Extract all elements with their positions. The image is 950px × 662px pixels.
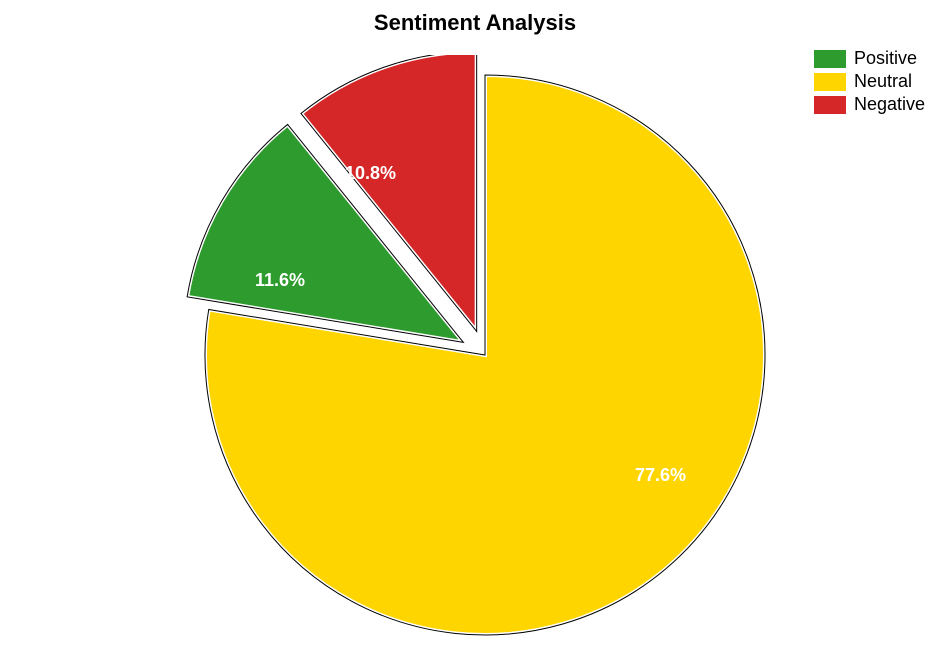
chart-container: Sentiment Analysis PositiveNeutralNegati… [0, 0, 950, 662]
legend: PositiveNeutralNegative [814, 48, 925, 117]
slice-label-positive: 11.6% [255, 270, 305, 291]
legend-swatch-positive [814, 50, 846, 68]
legend-item-positive: Positive [814, 48, 925, 69]
legend-label-neutral: Neutral [854, 71, 912, 92]
legend-item-neutral: Neutral [814, 71, 925, 92]
legend-item-negative: Negative [814, 94, 925, 115]
slice-label-neutral: 77.6% [635, 465, 686, 486]
legend-label-positive: Positive [854, 48, 917, 69]
chart-title: Sentiment Analysis [0, 10, 950, 36]
legend-swatch-neutral [814, 73, 846, 91]
legend-label-negative: Negative [854, 94, 925, 115]
legend-swatch-negative [814, 96, 846, 114]
pie-chart [175, 55, 795, 655]
slice-label-negative: 10.8% [345, 163, 396, 184]
